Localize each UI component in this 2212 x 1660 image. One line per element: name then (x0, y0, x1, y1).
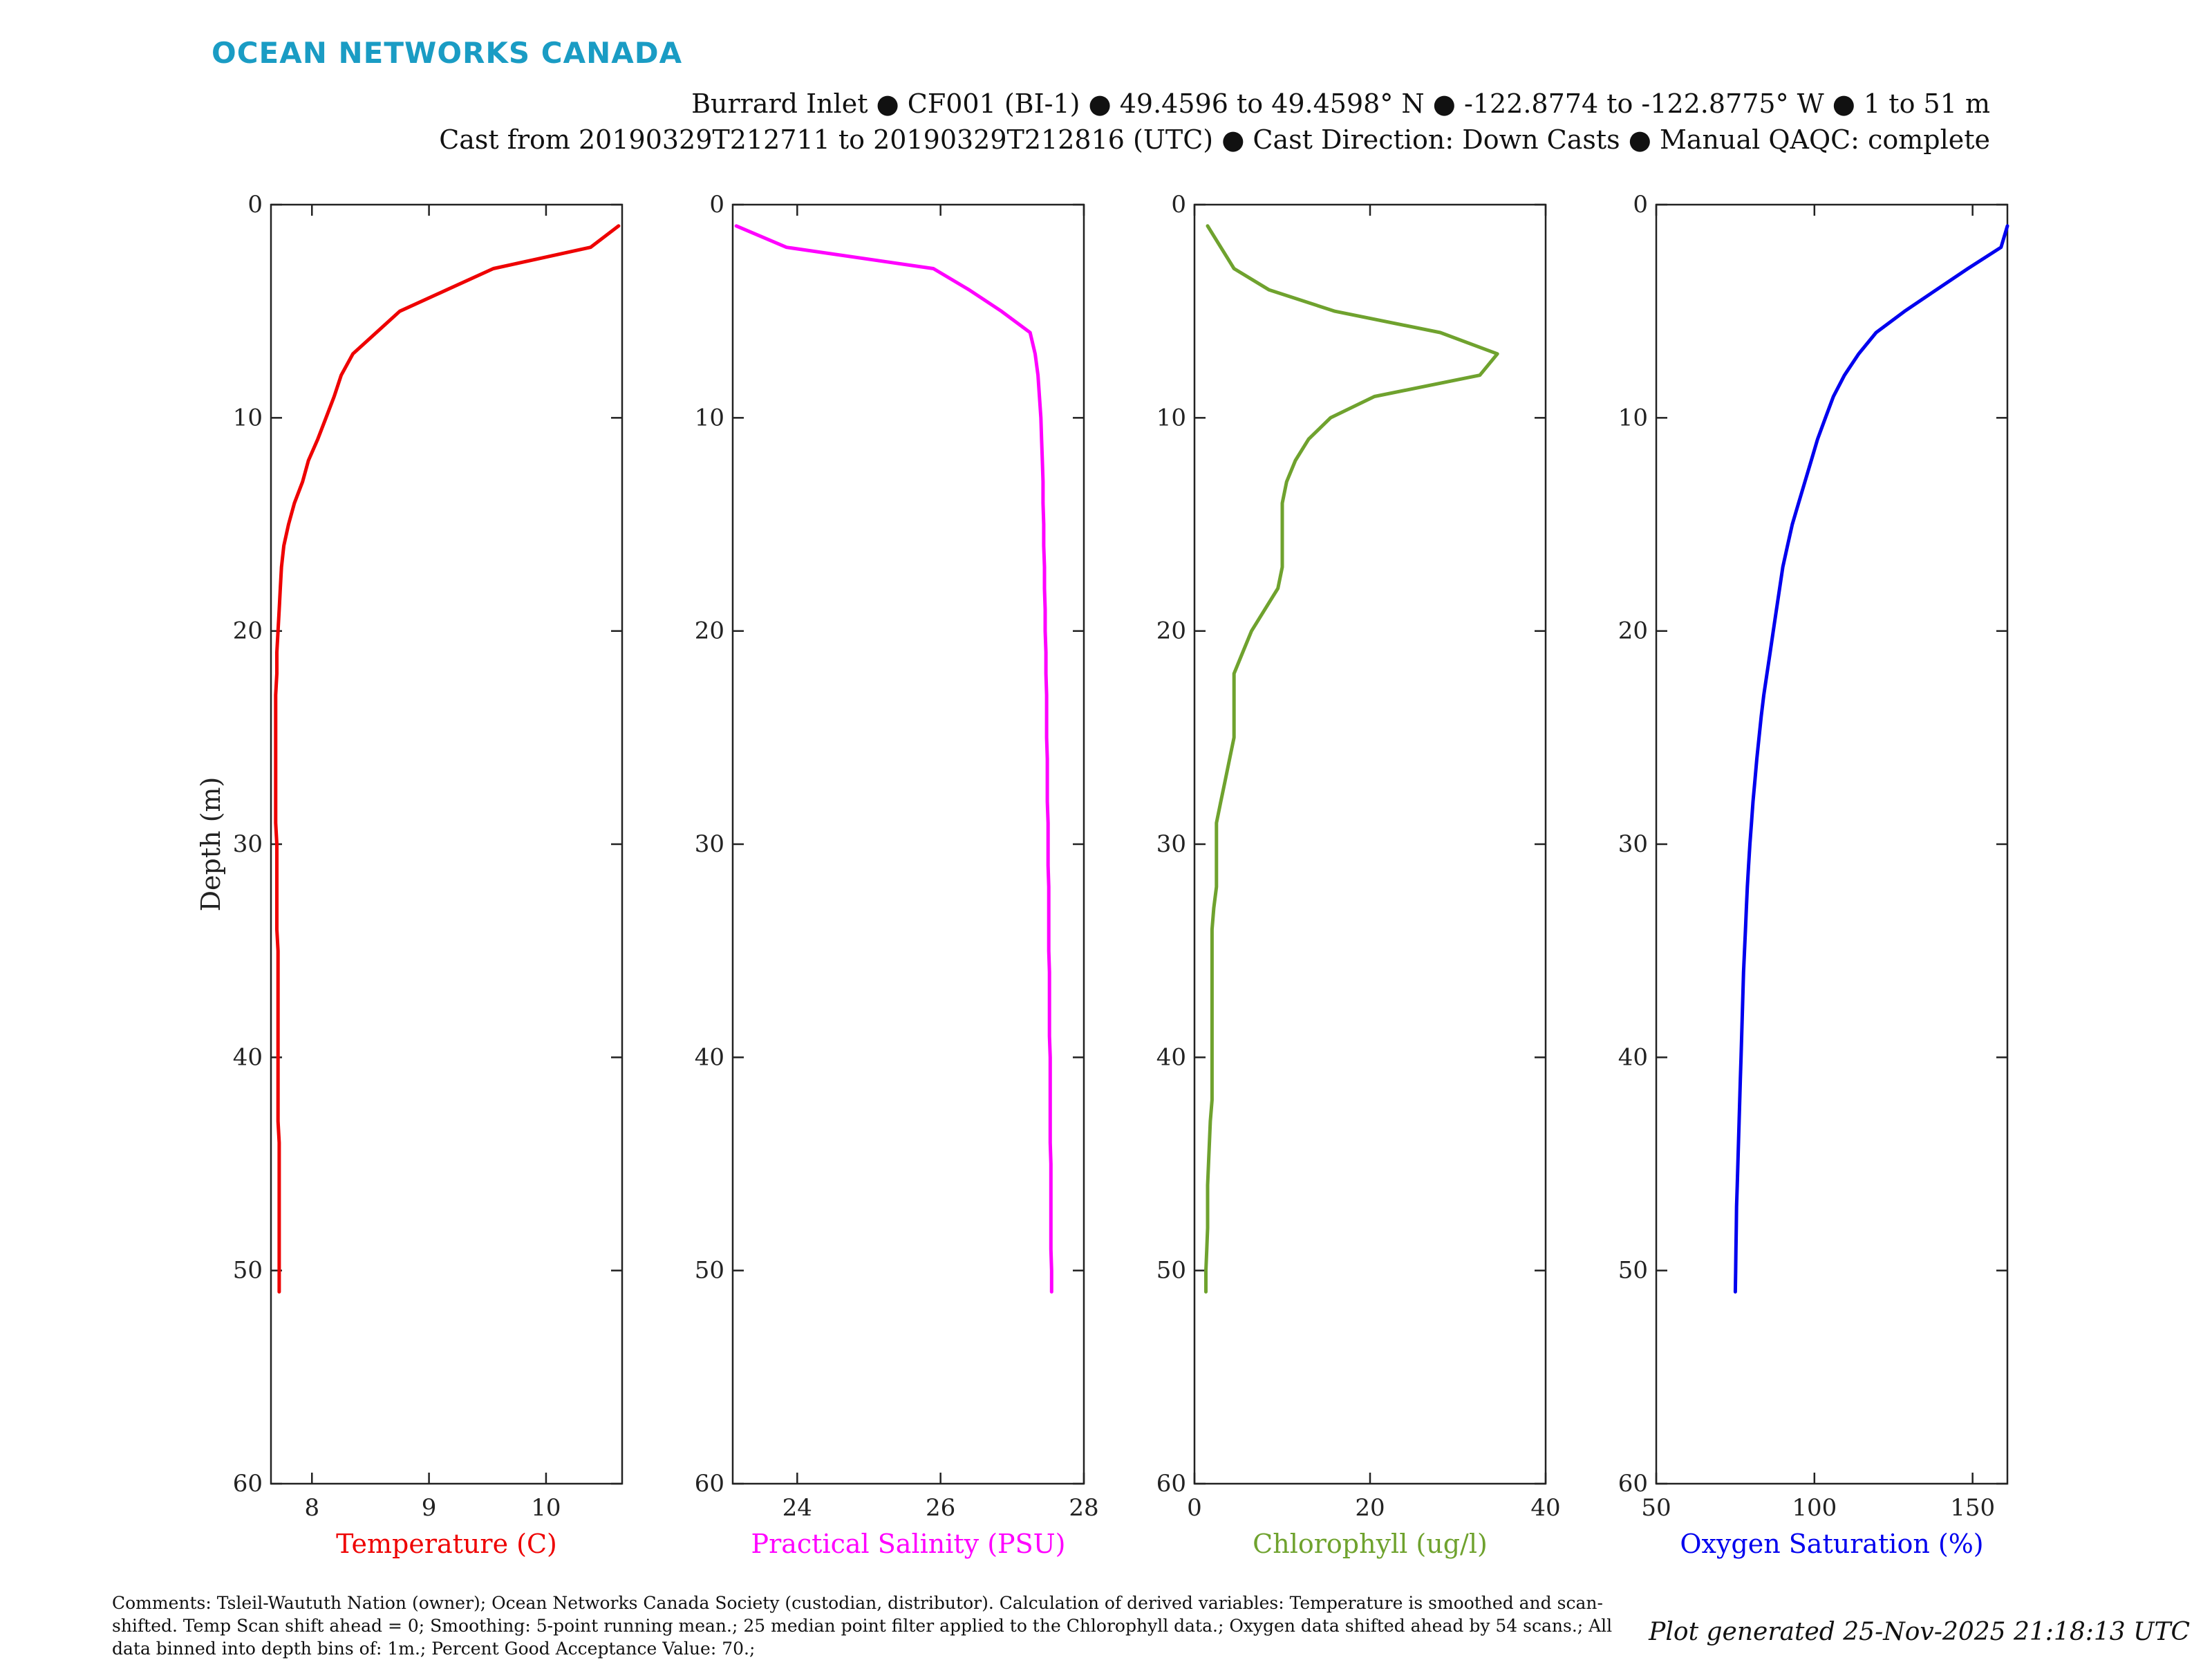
salinity-ytick-label: 40 (695, 1043, 724, 1071)
oxygen-ytick-label: 50 (1618, 1257, 1648, 1285)
temperature-ytick-label: 40 (233, 1043, 263, 1071)
salinity-xtick-label: 24 (782, 1494, 812, 1522)
temperature-xtick-label: 9 (422, 1494, 437, 1522)
chlorophyll-ytick-label: 0 (1171, 191, 1186, 218)
temperature-ytick-label: 60 (233, 1470, 263, 1498)
chlorophyll-ytick-label: 10 (1156, 404, 1186, 431)
chlorophyll-plot-frame (1193, 203, 1547, 1485)
temperature-ytick-label: 10 (233, 404, 263, 431)
salinity-ytick-label: 30 (695, 830, 724, 858)
temperature-profile-line (274, 224, 621, 1294)
chlorophyll-xtick-label: 20 (1355, 1494, 1385, 1522)
temperature-plot-frame (270, 203, 624, 1485)
chlorophyll-ytick-label: 60 (1156, 1470, 1186, 1498)
oxygen-xtick-label: 150 (1950, 1494, 1995, 1522)
temperature-ytick-label: 30 (233, 830, 263, 858)
temperature-ytick-label: 0 (247, 191, 263, 218)
chlorophyll-ytick-label: 30 (1156, 830, 1186, 858)
cast-header: Cast from 20190329T212711 to 20190329T21… (439, 124, 1990, 155)
temperature-xtick-label: 10 (531, 1494, 561, 1522)
salinity-ytick-label: 20 (695, 617, 724, 645)
oxygen-xtick-label: 50 (1641, 1494, 1671, 1522)
salinity-ytick-label: 60 (695, 1470, 724, 1498)
chlorophyll-axis-title: Chlorophyll (ug/l) (1253, 1529, 1488, 1559)
chlorophyll-profile-line (1204, 224, 1499, 1294)
salinity-profile-line (734, 224, 1053, 1294)
oxygen-ytick-label: 0 (1633, 191, 1648, 218)
chlorophyll-ytick-label: 40 (1156, 1043, 1186, 1071)
oxygen-ytick-label: 30 (1618, 830, 1648, 858)
temperature-ytick-label: 20 (233, 617, 263, 645)
ocean-networks-logo: OCEAN NETWORKS CANADA (212, 36, 683, 70)
salinity-xtick-label: 26 (926, 1494, 955, 1522)
chlorophyll-xtick-label: 0 (1187, 1494, 1202, 1522)
oxygen-ytick-label: 40 (1618, 1043, 1648, 1071)
temperature-ytick-label: 50 (233, 1257, 263, 1285)
oxygen-axis-title: Oxygen Saturation (%) (1680, 1529, 1983, 1559)
chlorophyll-ytick-label: 50 (1156, 1257, 1186, 1285)
oxygen-xtick-label: 100 (1792, 1494, 1837, 1522)
oxygen-ytick-label: 20 (1618, 617, 1648, 645)
salinity-xtick-label: 28 (1069, 1494, 1098, 1522)
plot-generated-timestamp: Plot generated 25-Nov-2025 21:18:13 UTC (1649, 1618, 2190, 1646)
temperature-axis-title: Temperature (C) (336, 1529, 557, 1559)
comments-text: Comments: Tsleil-Waututh Nation (owner);… (112, 1593, 1613, 1659)
oxygen-ytick-label: 60 (1618, 1470, 1648, 1498)
salinity-plot-frame (731, 203, 1085, 1485)
chlorophyll-ytick-label: 20 (1156, 617, 1186, 645)
salinity-ytick-label: 10 (695, 404, 724, 431)
salinity-ytick-label: 50 (695, 1257, 724, 1285)
salinity-axis-title: Practical Salinity (PSU) (751, 1529, 1066, 1559)
oxygen-ytick-label: 10 (1618, 404, 1648, 431)
depth-axis-title: Depth (m) (196, 777, 226, 912)
chlorophyll-xtick-label: 40 (1530, 1494, 1560, 1522)
temperature-xtick-label: 8 (304, 1494, 319, 1522)
location-header: Burrard Inlet ● CF001 (BI-1) ● 49.4596 t… (691, 88, 1990, 119)
salinity-ytick-label: 0 (709, 191, 724, 218)
oxygen-profile-line (1733, 224, 2009, 1294)
